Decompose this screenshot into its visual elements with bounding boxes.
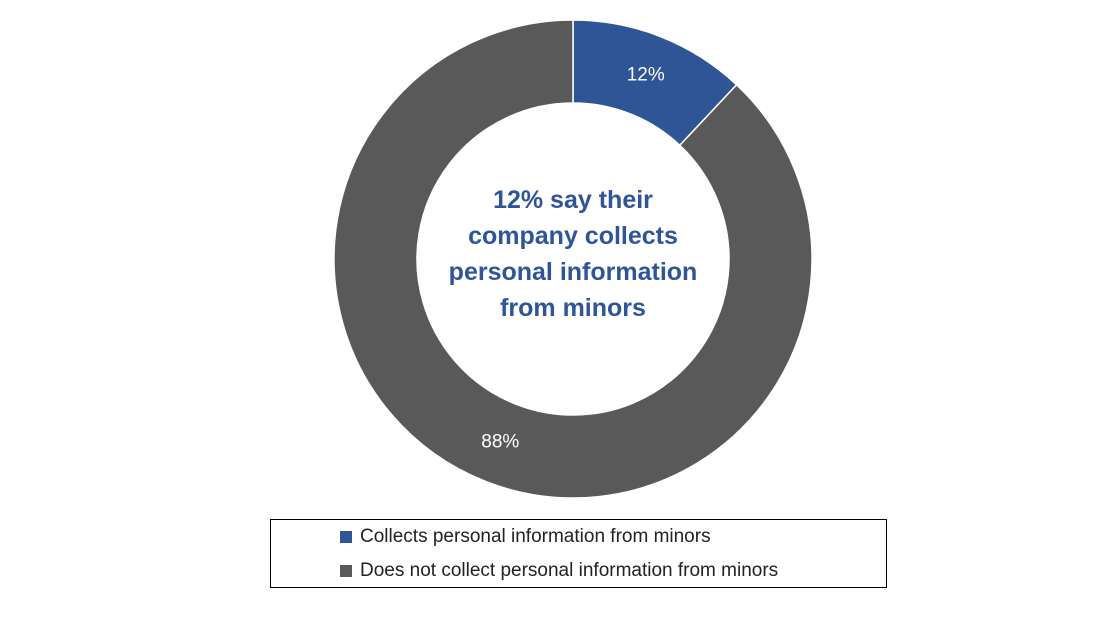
- center-annotation: 12% say their company collects personal …: [433, 182, 713, 326]
- data-label-does-not-collect: 88%: [481, 432, 519, 453]
- legend-item-does-not-collect: Does not collect personal information fr…: [340, 560, 778, 582]
- legend-item-collects: Collects personal information from minor…: [340, 526, 711, 548]
- donut-slice-does-not-collect: [333, 19, 813, 499]
- legend-label: Collects personal information from minor…: [360, 526, 711, 547]
- data-label-collects: 12%: [627, 64, 665, 85]
- center-annotation-line: from minors: [500, 294, 646, 322]
- legend-swatch-collects: [340, 531, 352, 543]
- center-annotation-line: 12% say their: [493, 186, 653, 214]
- legend-swatch-does-not-collect: [340, 565, 352, 577]
- legend-label: Does not collect personal information fr…: [360, 560, 779, 581]
- center-annotation-line: personal information: [448, 258, 698, 286]
- center-annotation-line: company collects: [468, 222, 678, 250]
- legend: Collects personal information from minor…: [270, 519, 887, 588]
